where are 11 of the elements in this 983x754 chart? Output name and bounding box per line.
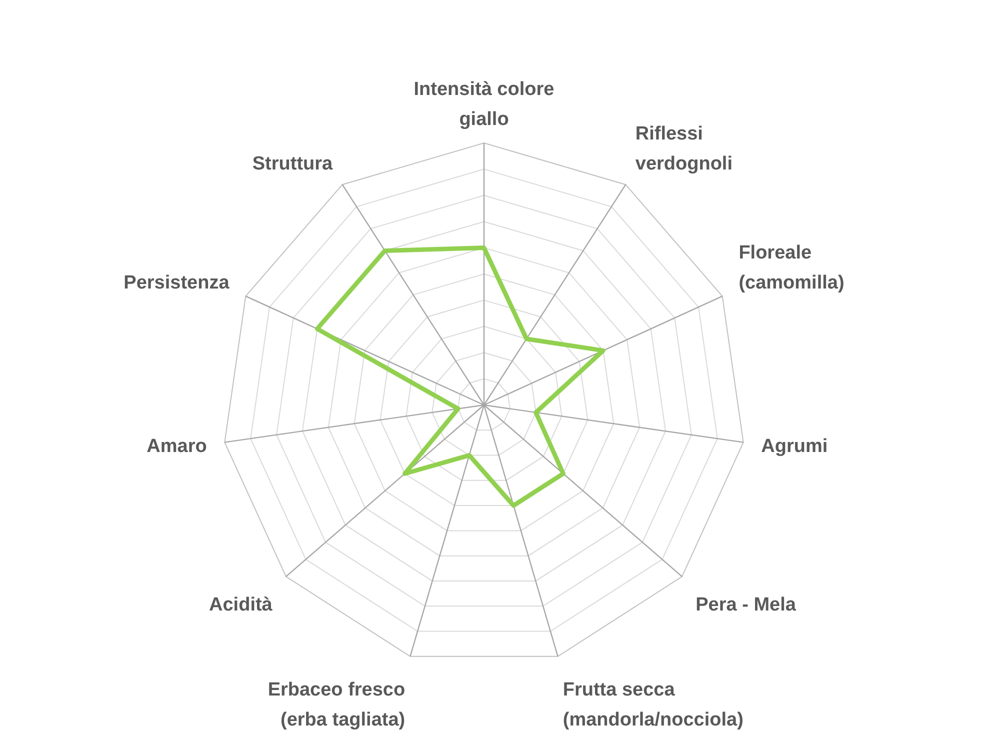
spoke-label: Pera - Mela bbox=[696, 594, 796, 616]
spoke-label: Frutta secca (mandorla/nocciola) bbox=[562, 680, 744, 731]
spoke-label: Amaro bbox=[146, 436, 207, 457]
spoke-label: Erbaceo fresco (erba tagliata) bbox=[268, 680, 406, 731]
spoke-label: Acidità bbox=[209, 594, 273, 616]
spoke-label: Agrumi bbox=[761, 436, 828, 457]
spoke-label: Intensità colore giallo bbox=[414, 79, 554, 130]
spoke-label: Floreale (camomilla) bbox=[738, 242, 844, 294]
spoke-label: Struttura bbox=[252, 153, 334, 174]
spoke-label: Persistenza bbox=[124, 272, 230, 294]
spoke-label: Riflessi verdognoli bbox=[635, 123, 733, 174]
